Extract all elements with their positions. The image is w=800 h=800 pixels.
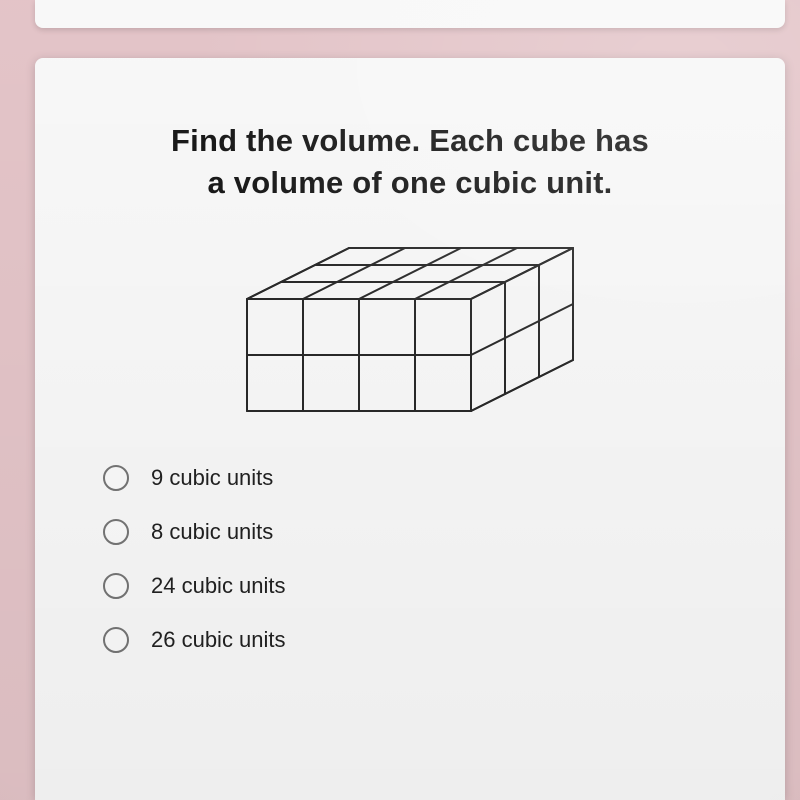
question-line-2: a volume of one cubic unit. (208, 165, 613, 200)
question-card: Find the volume. Each cube has a volume … (35, 58, 785, 800)
radio-icon (103, 573, 129, 599)
radio-icon (103, 627, 129, 653)
radio-icon (103, 519, 129, 545)
option-3[interactable]: 24 cubic units (103, 573, 725, 599)
option-label: 26 cubic units (151, 627, 286, 653)
option-label: 9 cubic units (151, 465, 273, 491)
figure-container (95, 242, 725, 417)
option-label: 8 cubic units (151, 519, 273, 545)
option-1[interactable]: 9 cubic units (103, 465, 725, 491)
previous-card-edge (35, 0, 785, 28)
question-line-1: Find the volume. Each cube has (171, 123, 649, 158)
radio-icon (103, 465, 129, 491)
option-2[interactable]: 8 cubic units (103, 519, 725, 545)
option-4[interactable]: 26 cubic units (103, 627, 725, 653)
cube-prism-figure (241, 242, 579, 417)
question-text: Find the volume. Each cube has a volume … (95, 120, 725, 204)
option-label: 24 cubic units (151, 573, 286, 599)
answer-options: 9 cubic units 8 cubic units 24 cubic uni… (103, 465, 725, 653)
